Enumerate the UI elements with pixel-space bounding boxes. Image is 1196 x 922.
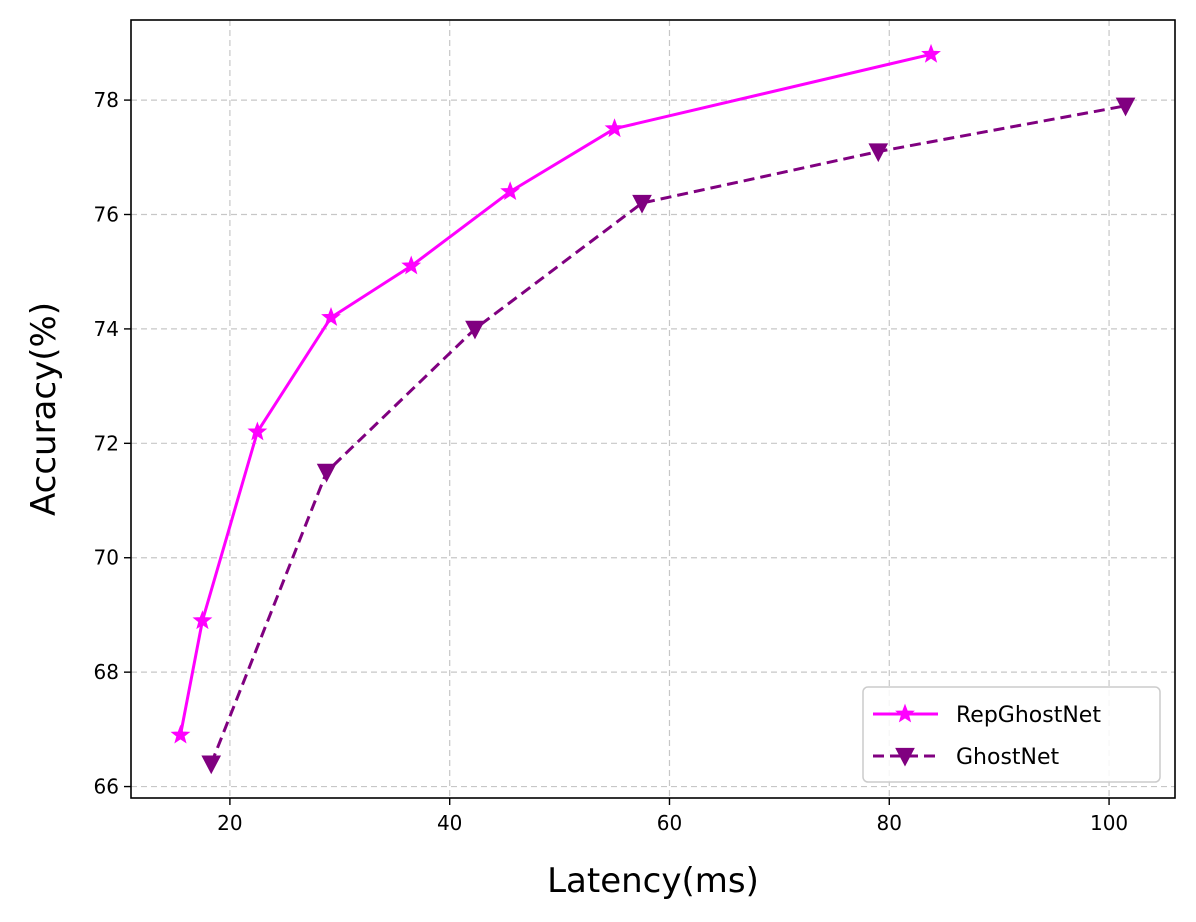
data-point-repghostnet bbox=[321, 307, 341, 326]
data-point-repghostnet bbox=[247, 421, 268, 441]
y-tick-label: 66 bbox=[94, 775, 119, 799]
data-point-ghostnet bbox=[201, 755, 222, 775]
data-point-repghostnet bbox=[170, 724, 191, 744]
y-tick-label: 72 bbox=[94, 431, 119, 455]
data-point-ghostnet bbox=[1115, 97, 1136, 117]
y-axis-label: Accuracy(%) bbox=[24, 302, 64, 516]
data-point-ghostnet bbox=[316, 463, 337, 483]
y-tick-label: 78 bbox=[94, 88, 119, 112]
legend-marker-repghostnet bbox=[895, 703, 915, 723]
y-tick-label: 70 bbox=[94, 546, 119, 570]
legend-label-ghostnet: GhostNet bbox=[956, 745, 1060, 770]
legend: RepGhostNet GhostNet bbox=[862, 686, 1161, 783]
x-tick-label: 80 bbox=[877, 811, 902, 835]
data-point-ghostnet bbox=[868, 143, 889, 163]
data-point-repghostnet bbox=[192, 610, 213, 630]
series-line-repghostnet bbox=[178, 52, 932, 736]
x-tick-label: 100 bbox=[1090, 811, 1128, 835]
data-point-repghostnet bbox=[604, 118, 625, 138]
axis-ticks: 20 40 60 80 100 66 68 70 72 74 76 78 bbox=[94, 88, 1129, 835]
y-tick-label: 76 bbox=[94, 203, 119, 227]
x-tick-label: 20 bbox=[217, 811, 242, 835]
legend-box bbox=[862, 686, 1161, 783]
plot-frame bbox=[130, 19, 1176, 799]
x-axis-label: Latency(ms) bbox=[547, 861, 759, 901]
x-tick-label: 60 bbox=[657, 811, 682, 835]
data-point-ghostnet bbox=[465, 320, 485, 340]
series-group bbox=[170, 43, 1136, 775]
data-point-repghostnet bbox=[500, 181, 521, 201]
y-tick-label: 68 bbox=[94, 660, 119, 684]
legend-label-repghostnet: RepGhostNet bbox=[956, 703, 1101, 728]
data-point-repghostnet bbox=[401, 255, 422, 275]
series-line-ghostnet bbox=[209, 104, 1126, 765]
y-tick-label: 74 bbox=[94, 317, 119, 341]
grid-lines bbox=[131, 20, 1175, 798]
data-point-ghostnet bbox=[632, 194, 652, 214]
legend-marker-ghostnet bbox=[895, 747, 915, 767]
x-tick-label: 40 bbox=[437, 811, 462, 835]
data-point-repghostnet bbox=[921, 43, 941, 63]
